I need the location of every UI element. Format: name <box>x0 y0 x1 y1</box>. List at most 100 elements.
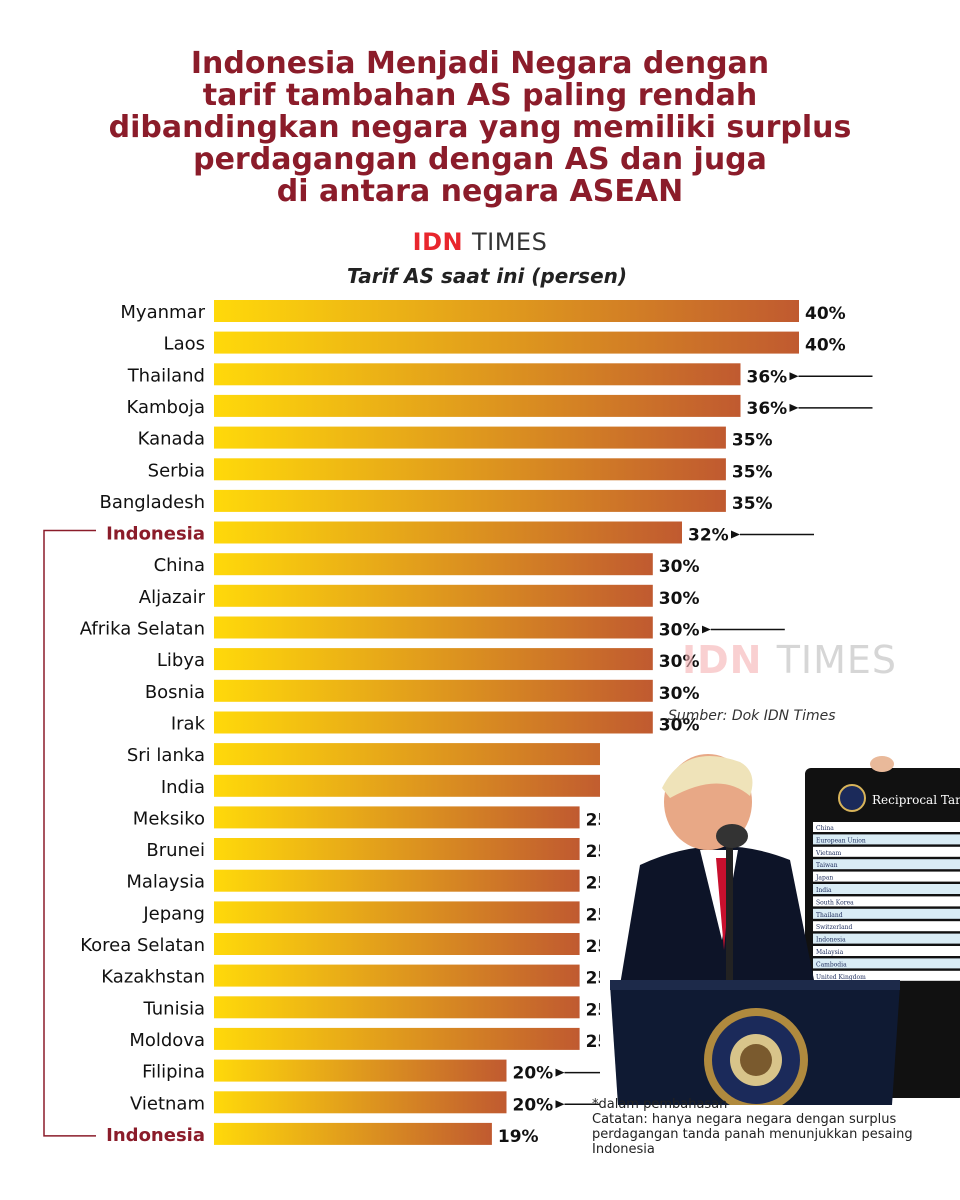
category-label: Malaysia <box>126 872 205 893</box>
category-label: Bosnia <box>145 682 205 703</box>
category-label: Filipina <box>142 1062 205 1083</box>
watermark-logo: IDN TIMES <box>682 638 897 682</box>
board-country: Indonesia <box>816 937 846 944</box>
value-label: 40% <box>805 336 846 356</box>
category-label: Indonesia <box>106 524 205 545</box>
bar <box>214 363 741 386</box>
brand-times: TIMES <box>471 228 548 256</box>
category-label: Sri lanka <box>127 745 205 766</box>
board-country: Vietnam <box>815 850 842 857</box>
board-row <box>813 896 960 907</box>
value-label: 35% <box>732 494 773 514</box>
category-label: Kazakhstan <box>101 967 205 988</box>
bar <box>214 1091 507 1114</box>
bar <box>214 1059 507 1082</box>
brand-logo: IDN TIMES <box>0 228 960 256</box>
category-label: Bangladesh <box>99 492 205 513</box>
category-label: Tunisia <box>143 998 206 1019</box>
board-country: India <box>816 887 832 894</box>
value-label: 20% <box>513 1064 554 1084</box>
value-label: 40% <box>805 304 846 324</box>
value-label: 30% <box>659 684 700 704</box>
bar <box>214 901 580 924</box>
value-label: 32% <box>688 526 729 546</box>
page-title: Indonesia Menjadi Negara dengan tarif ta… <box>40 48 920 208</box>
board-row <box>813 921 960 932</box>
bar <box>214 1122 492 1145</box>
category-label: Korea Selatan <box>80 935 205 956</box>
chart-subtitle: Tarif AS saat ini (persen) <box>346 264 628 288</box>
indonesia-bracket <box>43 529 96 1137</box>
bar <box>214 838 580 860</box>
bar <box>214 394 741 417</box>
category-label: Vietnam <box>130 1093 205 1114</box>
value-label: 35% <box>732 462 773 482</box>
bar <box>214 648 653 671</box>
bar <box>214 743 653 766</box>
value-label: 36% <box>747 367 788 387</box>
bar <box>214 426 726 449</box>
category-label: Meksiko <box>133 808 205 829</box>
title-line: dibandingkan negara yang memiliki surplu… <box>108 110 852 145</box>
board-row <box>813 970 960 981</box>
bar <box>214 933 580 955</box>
watermark-idn: IDN <box>682 638 763 682</box>
board-row <box>813 871 960 882</box>
board-row <box>813 859 960 870</box>
category-label: Indonesia <box>106 1125 205 1146</box>
category-label: China <box>154 555 205 576</box>
category-label: Laos <box>164 334 205 355</box>
title-line: tarif tambahan AS paling rendah <box>202 78 758 113</box>
board-country: South Korea <box>816 899 854 906</box>
value-label: 36% <box>747 399 788 419</box>
board-country: Japan <box>815 875 833 882</box>
board-country: Cambodia <box>816 961 847 968</box>
brand-idn: IDN <box>412 228 464 256</box>
board-row <box>813 958 960 969</box>
value-label: 30% <box>659 621 700 641</box>
bar <box>214 553 653 576</box>
category-label: Irak <box>171 714 206 735</box>
bar <box>214 806 580 829</box>
bar <box>214 584 653 607</box>
category-label: Libya <box>157 650 205 671</box>
category-label: Kanada <box>138 429 205 450</box>
value-label: 30% <box>659 589 700 609</box>
bar <box>214 331 799 354</box>
bar <box>214 869 580 892</box>
value-label: 30% <box>659 652 700 672</box>
source-note: Sumber: Dok IDN Times <box>668 708 836 724</box>
bar <box>214 458 726 481</box>
board-row <box>813 908 960 919</box>
board-country: Thailand <box>816 912 843 919</box>
value-label: 30% <box>659 716 700 736</box>
title-line: di antara negara ASEAN <box>276 174 684 209</box>
category-label: Myanmar <box>120 302 205 323</box>
bar <box>214 300 799 322</box>
bar <box>214 774 609 797</box>
value-label: 19% <box>498 1127 539 1147</box>
board-row <box>813 884 960 894</box>
board-row <box>813 822 960 832</box>
board-country: European Union <box>816 837 866 844</box>
board-country: Taiwan <box>816 862 838 869</box>
value-label: 30% <box>659 557 700 577</box>
category-label: Kamboja <box>126 397 205 418</box>
speaker-figure <box>620 754 815 998</box>
bar <box>214 489 726 512</box>
footnote-discussion: *dalam pembahasan <box>592 1097 728 1112</box>
bar <box>214 616 653 639</box>
board-row <box>813 933 960 944</box>
value-label: 35% <box>732 431 773 451</box>
board-country: China <box>816 825 834 832</box>
title-line: Indonesia Menjadi Negara dengan <box>190 46 770 81</box>
podium <box>610 980 900 1105</box>
board-row <box>813 834 960 845</box>
category-label: Jepang <box>142 903 205 924</box>
footnote-caption: Catatan: hanya negara negara dengan surp… <box>592 1112 913 1157</box>
press-photo: Reciprocal Tariffs China European Union Vi… <box>600 740 960 1105</box>
category-label: India <box>161 777 205 798</box>
bar <box>214 964 580 987</box>
category-label: Afrika Selatan <box>80 619 205 640</box>
category-label: Thailand <box>127 365 205 386</box>
